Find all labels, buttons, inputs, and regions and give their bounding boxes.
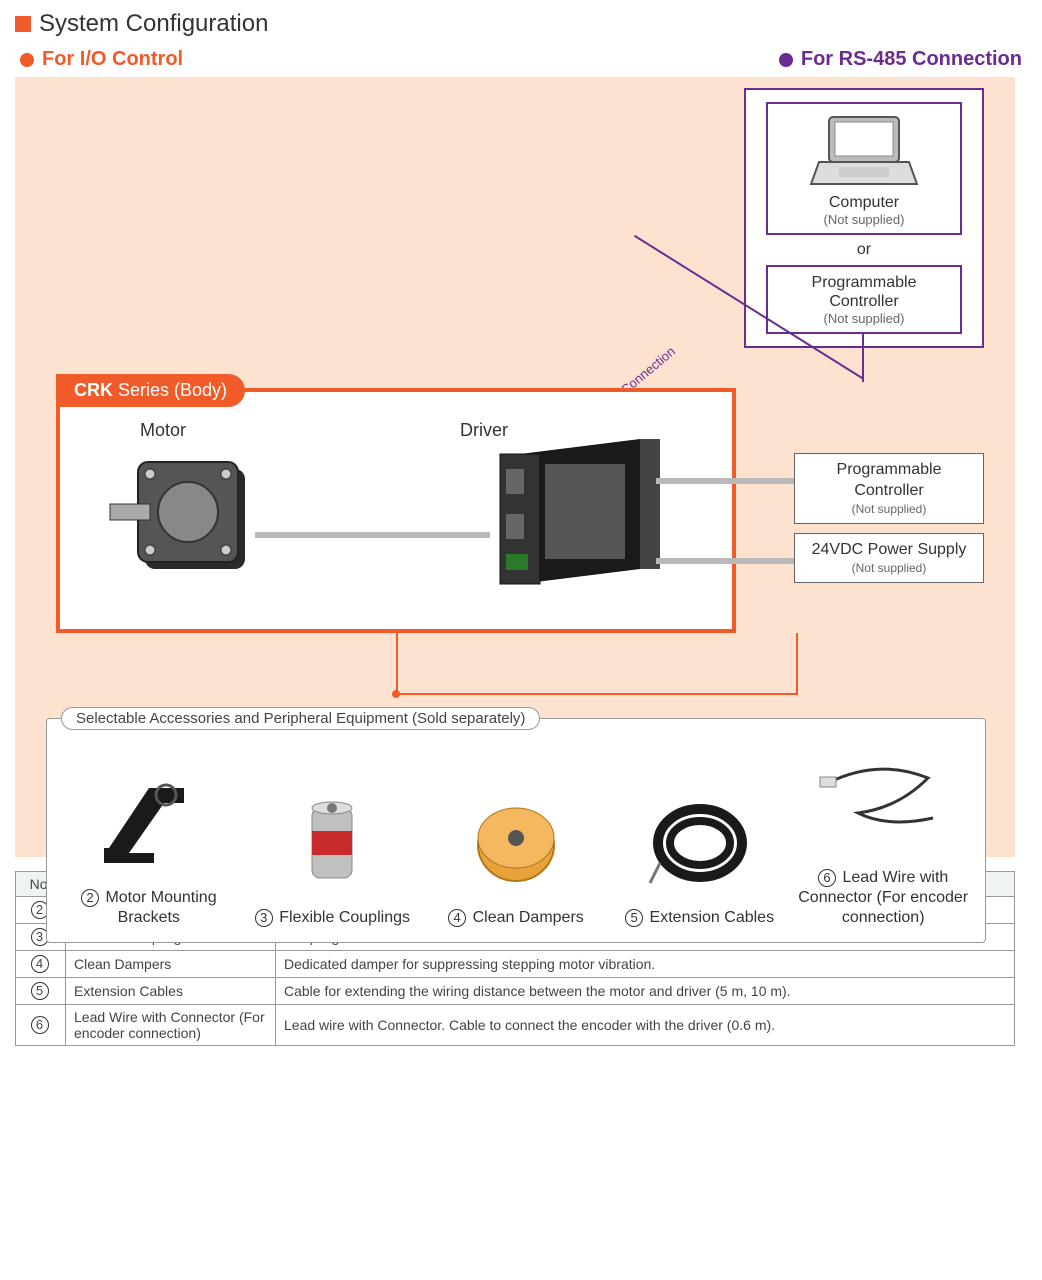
cable-coil-icon: [635, 788, 765, 898]
wire-to-prog: [656, 478, 796, 484]
accessories-row: 2 Motor Mounting Brackets 3 Flexible Cou…: [47, 719, 985, 942]
diagram-canvas: Computer (Not supplied) or Programmable …: [15, 77, 1015, 857]
wire-to-psu: [656, 558, 796, 564]
motor-icon: [90, 444, 270, 604]
laptop-icon: [809, 112, 919, 192]
motor-label: Motor: [140, 420, 186, 441]
circled-number: 3: [255, 909, 273, 927]
acc-text: Clean Dampers: [473, 909, 584, 926]
cell-no: 6: [16, 1005, 66, 1046]
ext-prog-label: Programmable Controller: [809, 460, 969, 502]
cell-name: Clean Dampers: [66, 951, 276, 978]
pc-label: Programmable Controller: [776, 273, 952, 311]
pc-note: (Not supplied): [776, 311, 952, 326]
circled-number: 5: [625, 909, 643, 927]
cell-overview: Dedicated damper for suppressing steppin…: [276, 951, 1015, 978]
ext-psu-label: 24VDC Power Supply: [809, 540, 969, 561]
prog-controller-rs-box: Programmable Controller (Not supplied): [766, 265, 962, 334]
damper-icon: [451, 788, 581, 898]
acc-item-damper: 4 Clean Dampers: [424, 788, 608, 928]
subtitle-rs485-text: For RS-485 Connection: [801, 48, 1022, 71]
subtitle-row: For I/O Control For RS-485 Connection: [15, 48, 1027, 71]
circled-number: 4: [31, 955, 49, 973]
circled-number: 5: [31, 982, 49, 1000]
crk-series-box: CRK Series (Body) Motor Driver: [56, 388, 736, 633]
acc-item-bracket: 2 Motor Mounting Brackets: [57, 768, 241, 928]
cell-no: 4: [16, 951, 66, 978]
crk-tag-bold: CRK: [74, 380, 113, 400]
ext-psu-note: (Not supplied): [809, 561, 969, 577]
wire-motor-driver: [255, 532, 490, 538]
leadwire-icon: [818, 748, 948, 858]
orange-node-icon: [392, 690, 400, 698]
table-row: 6 Lead Wire with Connector (For encoder …: [16, 1005, 1015, 1046]
cell-no: 5: [16, 978, 66, 1005]
page-title-row: System Configuration: [15, 10, 1027, 38]
acc-label: 4 Clean Dampers: [424, 908, 608, 928]
acc-text: Flexible Couplings: [279, 909, 410, 926]
ext-psu: 24VDC Power Supply (Not supplied): [794, 533, 984, 583]
crk-tag: CRK Series (Body): [56, 374, 245, 407]
acc-item-ext-cable: 5 Extension Cables: [608, 788, 792, 928]
dot-icon: [20, 53, 34, 67]
circled-number: 4: [448, 909, 466, 927]
acc-text: Motor Mounting Brackets: [105, 889, 216, 926]
ext-prog-controller: Programmable Controller (Not supplied): [794, 453, 984, 524]
acc-label: 5 Extension Cables: [608, 908, 792, 928]
or-label: or: [766, 241, 962, 259]
circled-number: 6: [31, 1016, 49, 1034]
cell-name: Extension Cables: [66, 978, 276, 1005]
computer-box: Computer (Not supplied): [766, 102, 962, 235]
page-title: System Configuration: [39, 10, 268, 38]
circled-number: 2: [81, 889, 99, 907]
orange-wire-h: [396, 693, 796, 695]
coupling-icon: [267, 788, 397, 898]
subtitle-io-text: For I/O Control: [42, 48, 183, 71]
dot-icon: [779, 53, 793, 67]
acc-item-leadwire: 6 Lead Wire with Connector (For encoder …: [791, 748, 975, 928]
rs485-panel: Computer (Not supplied) or Programmable …: [744, 88, 984, 348]
driver-icon: [480, 434, 680, 604]
cell-overview: Cable for extending the wiring distance …: [276, 978, 1015, 1005]
subtitle-rs485: For RS-485 Connection: [779, 48, 1022, 71]
cell-overview: Lead wire with Connector. Cable to conne…: [276, 1005, 1015, 1046]
orange-wire-v1: [396, 633, 398, 693]
ext-prog-note: (Not supplied): [809, 502, 969, 518]
table-row: 4 Clean Dampers Dedicated damper for sup…: [16, 951, 1015, 978]
orange-wire-v2: [796, 633, 798, 695]
cell-name: Lead Wire with Connector (For encoder co…: [66, 1005, 276, 1046]
computer-label: Computer: [776, 194, 952, 212]
title-bullet-icon: [15, 16, 31, 32]
bracket-icon: [84, 768, 214, 878]
acc-text: Extension Cables: [650, 909, 775, 926]
computer-note: (Not supplied): [776, 212, 952, 227]
acc-label: 2 Motor Mounting Brackets: [57, 888, 241, 928]
circled-number: 6: [818, 869, 836, 887]
rs485-wire-v: [862, 332, 864, 382]
acc-label: 3 Flexible Couplings: [241, 908, 425, 928]
crk-tag-rest: Series (Body): [113, 380, 227, 400]
subtitle-io: For I/O Control: [20, 48, 183, 71]
accessories-title: Selectable Accessories and Peripheral Eq…: [61, 707, 540, 730]
table-row: 5 Extension Cables Cable for extending t…: [16, 978, 1015, 1005]
accessories-box: Selectable Accessories and Peripheral Eq…: [46, 718, 986, 943]
acc-label: 6 Lead Wire with Connector (For encoder …: [791, 868, 975, 928]
acc-item-coupling: 3 Flexible Couplings: [241, 788, 425, 928]
